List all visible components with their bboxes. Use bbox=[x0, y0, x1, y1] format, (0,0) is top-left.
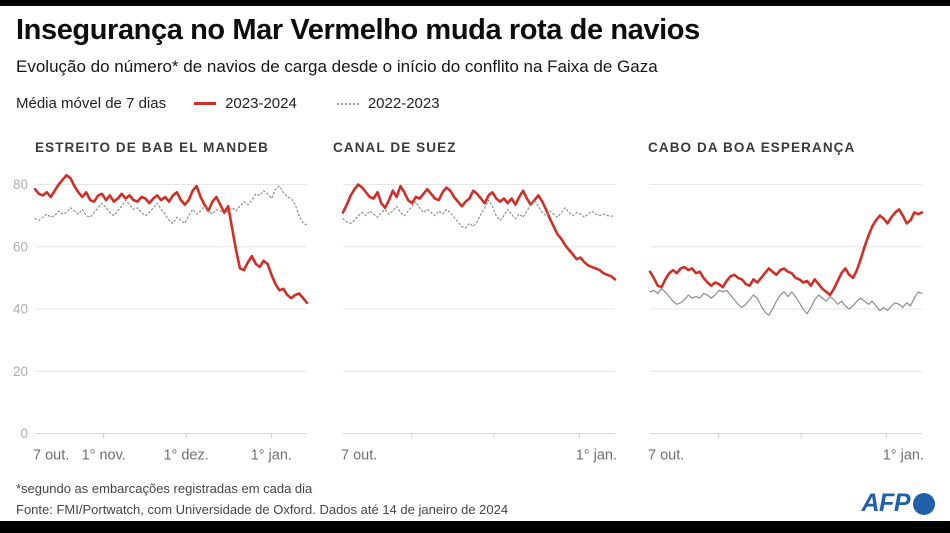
series-line-2022-2023 bbox=[34, 185, 308, 226]
x-tick-label: 1° nov. bbox=[82, 448, 126, 464]
y-tick-label: 40 bbox=[13, 302, 28, 317]
chart-bab-el-mandeb: 80 60 40 20 0 7 out. 1° nov. 1° dez. 1° jan. bbox=[13, 173, 309, 464]
chart-cabo-boa-esperanca: 7 out. 1° jan. bbox=[648, 184, 924, 464]
y-tick-label: 0 bbox=[20, 426, 28, 441]
x-tick-label: 1° jan. bbox=[576, 448, 617, 464]
chart-canal-de-suez: 7 out. 1° jan. bbox=[341, 183, 617, 464]
afp-globe-icon bbox=[913, 492, 935, 515]
series-line-2023-2024 bbox=[33, 173, 309, 305]
y-tick-label: 20 bbox=[13, 364, 28, 379]
footnote: *segundo as embarcações registradas em c… bbox=[16, 481, 313, 496]
x-tick-label: 7 out. bbox=[33, 448, 69, 464]
series-line-2022-2023 bbox=[342, 199, 616, 229]
bottom-black-bar bbox=[0, 521, 950, 533]
series-line-2023-2024 bbox=[648, 208, 924, 297]
x-tick-label: 1° jan. bbox=[883, 448, 924, 464]
afp-logo-text: AFP bbox=[861, 489, 911, 517]
chart-title-bab-el-mandeb: ESTREITO DE BAB EL MANDEB bbox=[35, 140, 270, 155]
page-title: Insegurança no Mar Vermelho muda rota de… bbox=[16, 14, 700, 46]
top-black-bar bbox=[0, 0, 950, 6]
legend-swatch-2022-2023 bbox=[336, 102, 359, 105]
afp-logo: AFP bbox=[861, 489, 935, 518]
source-line: Fonte: FMI/Portwatch, com Universidade d… bbox=[16, 502, 509, 517]
x-tick-label: 7 out. bbox=[341, 448, 377, 464]
x-tick-label: 1° jan. bbox=[251, 448, 292, 464]
chart-title-canal-de-suez: CANAL DE SUEZ bbox=[333, 140, 457, 155]
legend-label: Média móvel de 7 dias bbox=[16, 95, 167, 112]
x-tick-label: 1° dez. bbox=[163, 448, 208, 464]
y-tick-label: 60 bbox=[13, 239, 28, 254]
x-tick-label: 7 out. bbox=[648, 448, 684, 464]
chart-title-cabo-boa-esperanca: CABO DA BOA ESPERANÇA bbox=[648, 140, 856, 155]
page-subtitle: Evolução do número* de navios de carga d… bbox=[16, 57, 658, 76]
legend: Média móvel de 7 dias 2023-2024 2022-202… bbox=[16, 95, 480, 112]
legend-swatch-2023-2024 bbox=[194, 102, 217, 105]
legend-series-2022-2023: 2022-2023 bbox=[367, 95, 440, 112]
series-line-2023-2024 bbox=[341, 183, 617, 281]
y-tick-label: 80 bbox=[13, 177, 28, 192]
series-line-2022-2023 bbox=[649, 288, 923, 316]
legend-series-2023-2024: 2023-2024 bbox=[225, 95, 297, 112]
